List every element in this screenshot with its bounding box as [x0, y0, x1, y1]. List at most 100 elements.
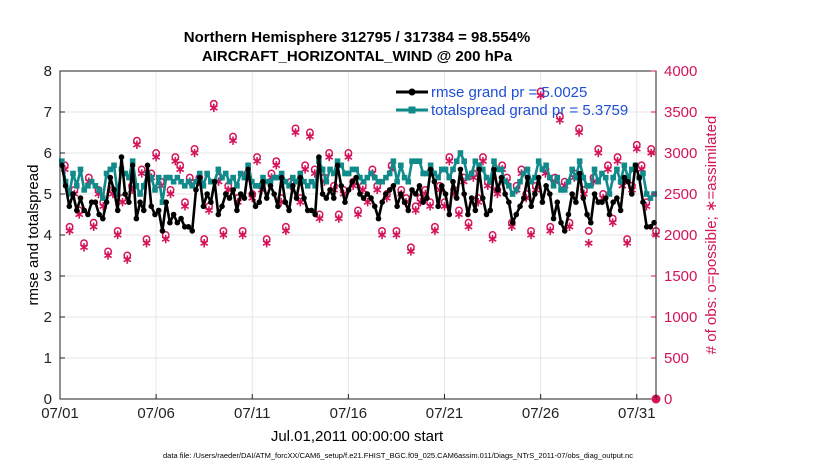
spread-series-point — [543, 162, 549, 169]
rmse-series-point — [636, 174, 643, 181]
spread-series-point — [576, 158, 583, 164]
spread-series-point — [573, 174, 579, 181]
spread-series-point — [409, 158, 415, 164]
spread-series-point — [528, 178, 535, 185]
rmse-series-point — [286, 207, 292, 214]
rmse-series-point — [275, 203, 281, 210]
obs-assimilated-marker — [200, 239, 209, 248]
obs-assimilated-marker — [632, 144, 641, 154]
rmse-series-point — [100, 215, 106, 222]
legend: rmse grand pr = 5.0025 totalspread grand… — [396, 84, 628, 119]
rmse-series-point — [632, 162, 639, 169]
rmse-series-point — [457, 166, 464, 173]
obs-assimilated-marker — [464, 222, 473, 231]
spread-series-point — [237, 170, 244, 177]
rmse-series-point — [245, 166, 251, 173]
series-layer — [59, 150, 657, 234]
legend-spread-label: totalspread grand pr = 5.3759 — [431, 102, 628, 119]
spread-series-point — [357, 174, 363, 181]
obs-assimilated-marker — [430, 226, 439, 236]
spread-series-point — [256, 183, 263, 189]
rmse-series-point — [364, 191, 371, 197]
obs-assimilated-marker — [623, 239, 632, 248]
spread-series-point — [297, 170, 304, 177]
rmse-series-point — [621, 174, 628, 181]
rmse-series-point — [506, 199, 512, 205]
rmse-series-point — [357, 191, 363, 197]
spread-series-point — [520, 170, 527, 177]
rmse-series-point — [394, 203, 400, 210]
rmse-series-point — [453, 195, 460, 201]
rmse-series-point — [483, 211, 490, 218]
spread-series-point — [301, 178, 307, 185]
rmse-series-point — [625, 178, 631, 185]
spread-series-point — [111, 162, 117, 169]
spread-series-point — [267, 178, 274, 185]
y-tick-label-left: 7 — [44, 104, 52, 121]
spread-series-point — [92, 183, 99, 189]
rmse-series-point — [92, 199, 99, 205]
obs-assimilated-marker — [406, 247, 415, 256]
rmse-series-point — [520, 195, 527, 201]
rmse-series-point — [114, 207, 121, 214]
rmse-series-point — [297, 174, 304, 181]
obs-assimilated-marker — [89, 222, 98, 231]
rmse-series-point — [155, 207, 162, 214]
spread-series-point — [494, 166, 501, 173]
obs-assimilated-marker — [262, 239, 271, 248]
spread-series-point — [580, 174, 587, 181]
rmse-series-point — [234, 207, 240, 214]
obs-assimilated-marker — [123, 255, 132, 264]
spread-series-point — [342, 170, 348, 177]
spread-series-point — [558, 187, 564, 193]
rmse-series-point — [129, 162, 136, 169]
spread-series-point — [506, 183, 512, 189]
obs-assimilated-marker — [334, 214, 343, 223]
rmse-series-point — [543, 183, 549, 189]
obs-assimilated-marker — [104, 251, 113, 260]
rmse-series-point — [535, 174, 542, 181]
spread-series-point — [174, 174, 181, 181]
y-axis-label-right: # of obs: o=possible; ∗=assimilated — [703, 116, 720, 355]
spread-series-point — [383, 174, 389, 181]
obs-assimilated-marker — [142, 239, 151, 248]
rmse-series-point — [424, 195, 430, 201]
spread-series-point — [170, 178, 177, 185]
rmse-series-point — [81, 207, 88, 214]
spread-series-point — [424, 170, 430, 177]
spread-series-point — [70, 170, 76, 177]
spread-series-point — [327, 166, 333, 173]
obs-possible-marker — [584, 226, 593, 235]
spread-series-point — [602, 174, 609, 181]
obs-assimilated-marker — [180, 202, 190, 211]
legend-rmse-marker — [408, 88, 416, 96]
rmse-series-point — [66, 203, 73, 210]
spread-series-point — [625, 174, 631, 181]
spread-series-point — [275, 174, 281, 181]
rmse-series-point — [502, 191, 508, 197]
spread-series-point — [241, 174, 248, 181]
spread-series-point — [181, 183, 188, 189]
rmse-series-point — [550, 215, 557, 222]
x-tick-label: 07/21 — [426, 405, 464, 422]
spread-series-point — [263, 178, 270, 185]
spread-series-point — [360, 178, 367, 185]
chart-title-line1: Northern Hemisphere 312795 / 317384 = 98… — [184, 29, 530, 46]
y-tick-label-left: 2 — [44, 309, 52, 326]
rmse-series-point — [85, 211, 91, 218]
spread-series-point — [312, 183, 318, 189]
obs-assimilated-marker — [132, 140, 141, 149]
rmse-series-point — [152, 211, 158, 218]
rmse-series-point — [252, 203, 259, 210]
obs-assimilated-marker — [291, 128, 300, 137]
spread-series-point — [621, 162, 628, 169]
y-tick-label-right: 500 — [664, 350, 689, 367]
rmse-series-point — [241, 195, 248, 201]
spread-series-point — [614, 166, 620, 173]
tick-layer: 0 1 2 3 4 5 6 7 8 0 500 1000 1500 2000 2500 3000 3500 400… — [41, 63, 697, 422]
rmse-series-point — [308, 207, 315, 214]
spread-series-point — [390, 158, 397, 164]
obs-assimilated-marker — [253, 157, 262, 166]
rmse-series-point — [513, 211, 520, 218]
